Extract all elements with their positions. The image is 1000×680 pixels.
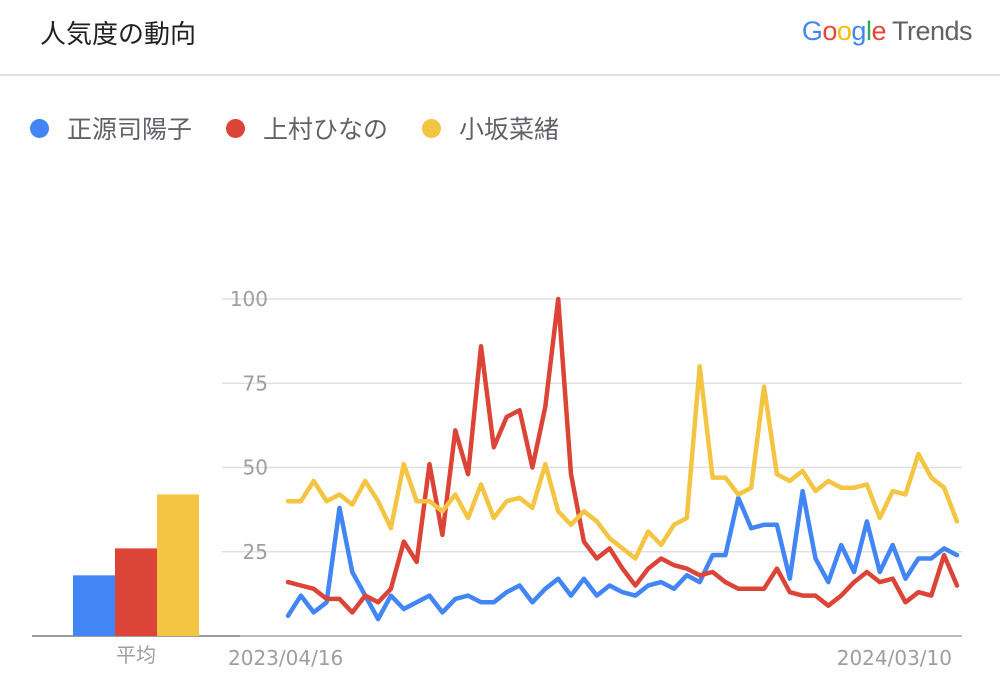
legend: 正源司陽子 上村ひなの 小坂菜緒 xyxy=(30,110,593,146)
average-bars xyxy=(73,494,199,636)
x-start-label: 2023/04/16 xyxy=(228,646,343,670)
y-tick-label: 100 xyxy=(230,287,268,311)
legend-label: 上村ひなの xyxy=(263,115,389,144)
series-line[interactable] xyxy=(285,296,960,615)
average-bar[interactable] xyxy=(73,575,115,636)
legend-dot xyxy=(30,118,49,138)
average-label: 平均 xyxy=(116,643,156,667)
logo-letter: e xyxy=(871,16,886,46)
average-bar[interactable] xyxy=(157,494,199,636)
series-line[interactable] xyxy=(285,488,960,622)
axis-labels: 2023/04/16 2024/03/10 平均 25 50 75 100 xyxy=(116,287,952,670)
y-tick-label: 50 xyxy=(243,456,268,480)
average-bar[interactable] xyxy=(115,548,157,636)
logo-letter: g xyxy=(851,16,866,46)
logo-letter: o xyxy=(822,16,837,46)
logo-letter: G xyxy=(801,16,823,46)
page-title: 人気度の動向 xyxy=(40,20,197,50)
legend-label: 小坂菜緒 xyxy=(459,115,560,144)
header: 人気度の動向 Google Trends xyxy=(0,0,1000,76)
y-tick-label: 75 xyxy=(243,371,268,395)
series-line[interactable] xyxy=(285,364,960,561)
y-tick-label: 25 xyxy=(243,540,268,564)
legend-dot xyxy=(422,118,442,138)
series-lines xyxy=(285,296,960,622)
logo-letter: o xyxy=(836,16,852,46)
legend-item[interactable]: 上村ひなの xyxy=(226,110,388,146)
legend-item[interactable]: 小坂菜緒 xyxy=(422,110,559,146)
x-end-label: 2024/03/10 xyxy=(837,646,952,670)
legend-dot xyxy=(226,118,246,138)
logo-letter: l xyxy=(865,16,872,46)
google-trends-logo: Google Trends xyxy=(801,16,973,47)
legend-label: 正源司陽子 xyxy=(67,115,193,144)
logo-trends-word: Trends xyxy=(891,16,973,46)
legend-item[interactable]: 正源司陽子 xyxy=(30,110,192,146)
